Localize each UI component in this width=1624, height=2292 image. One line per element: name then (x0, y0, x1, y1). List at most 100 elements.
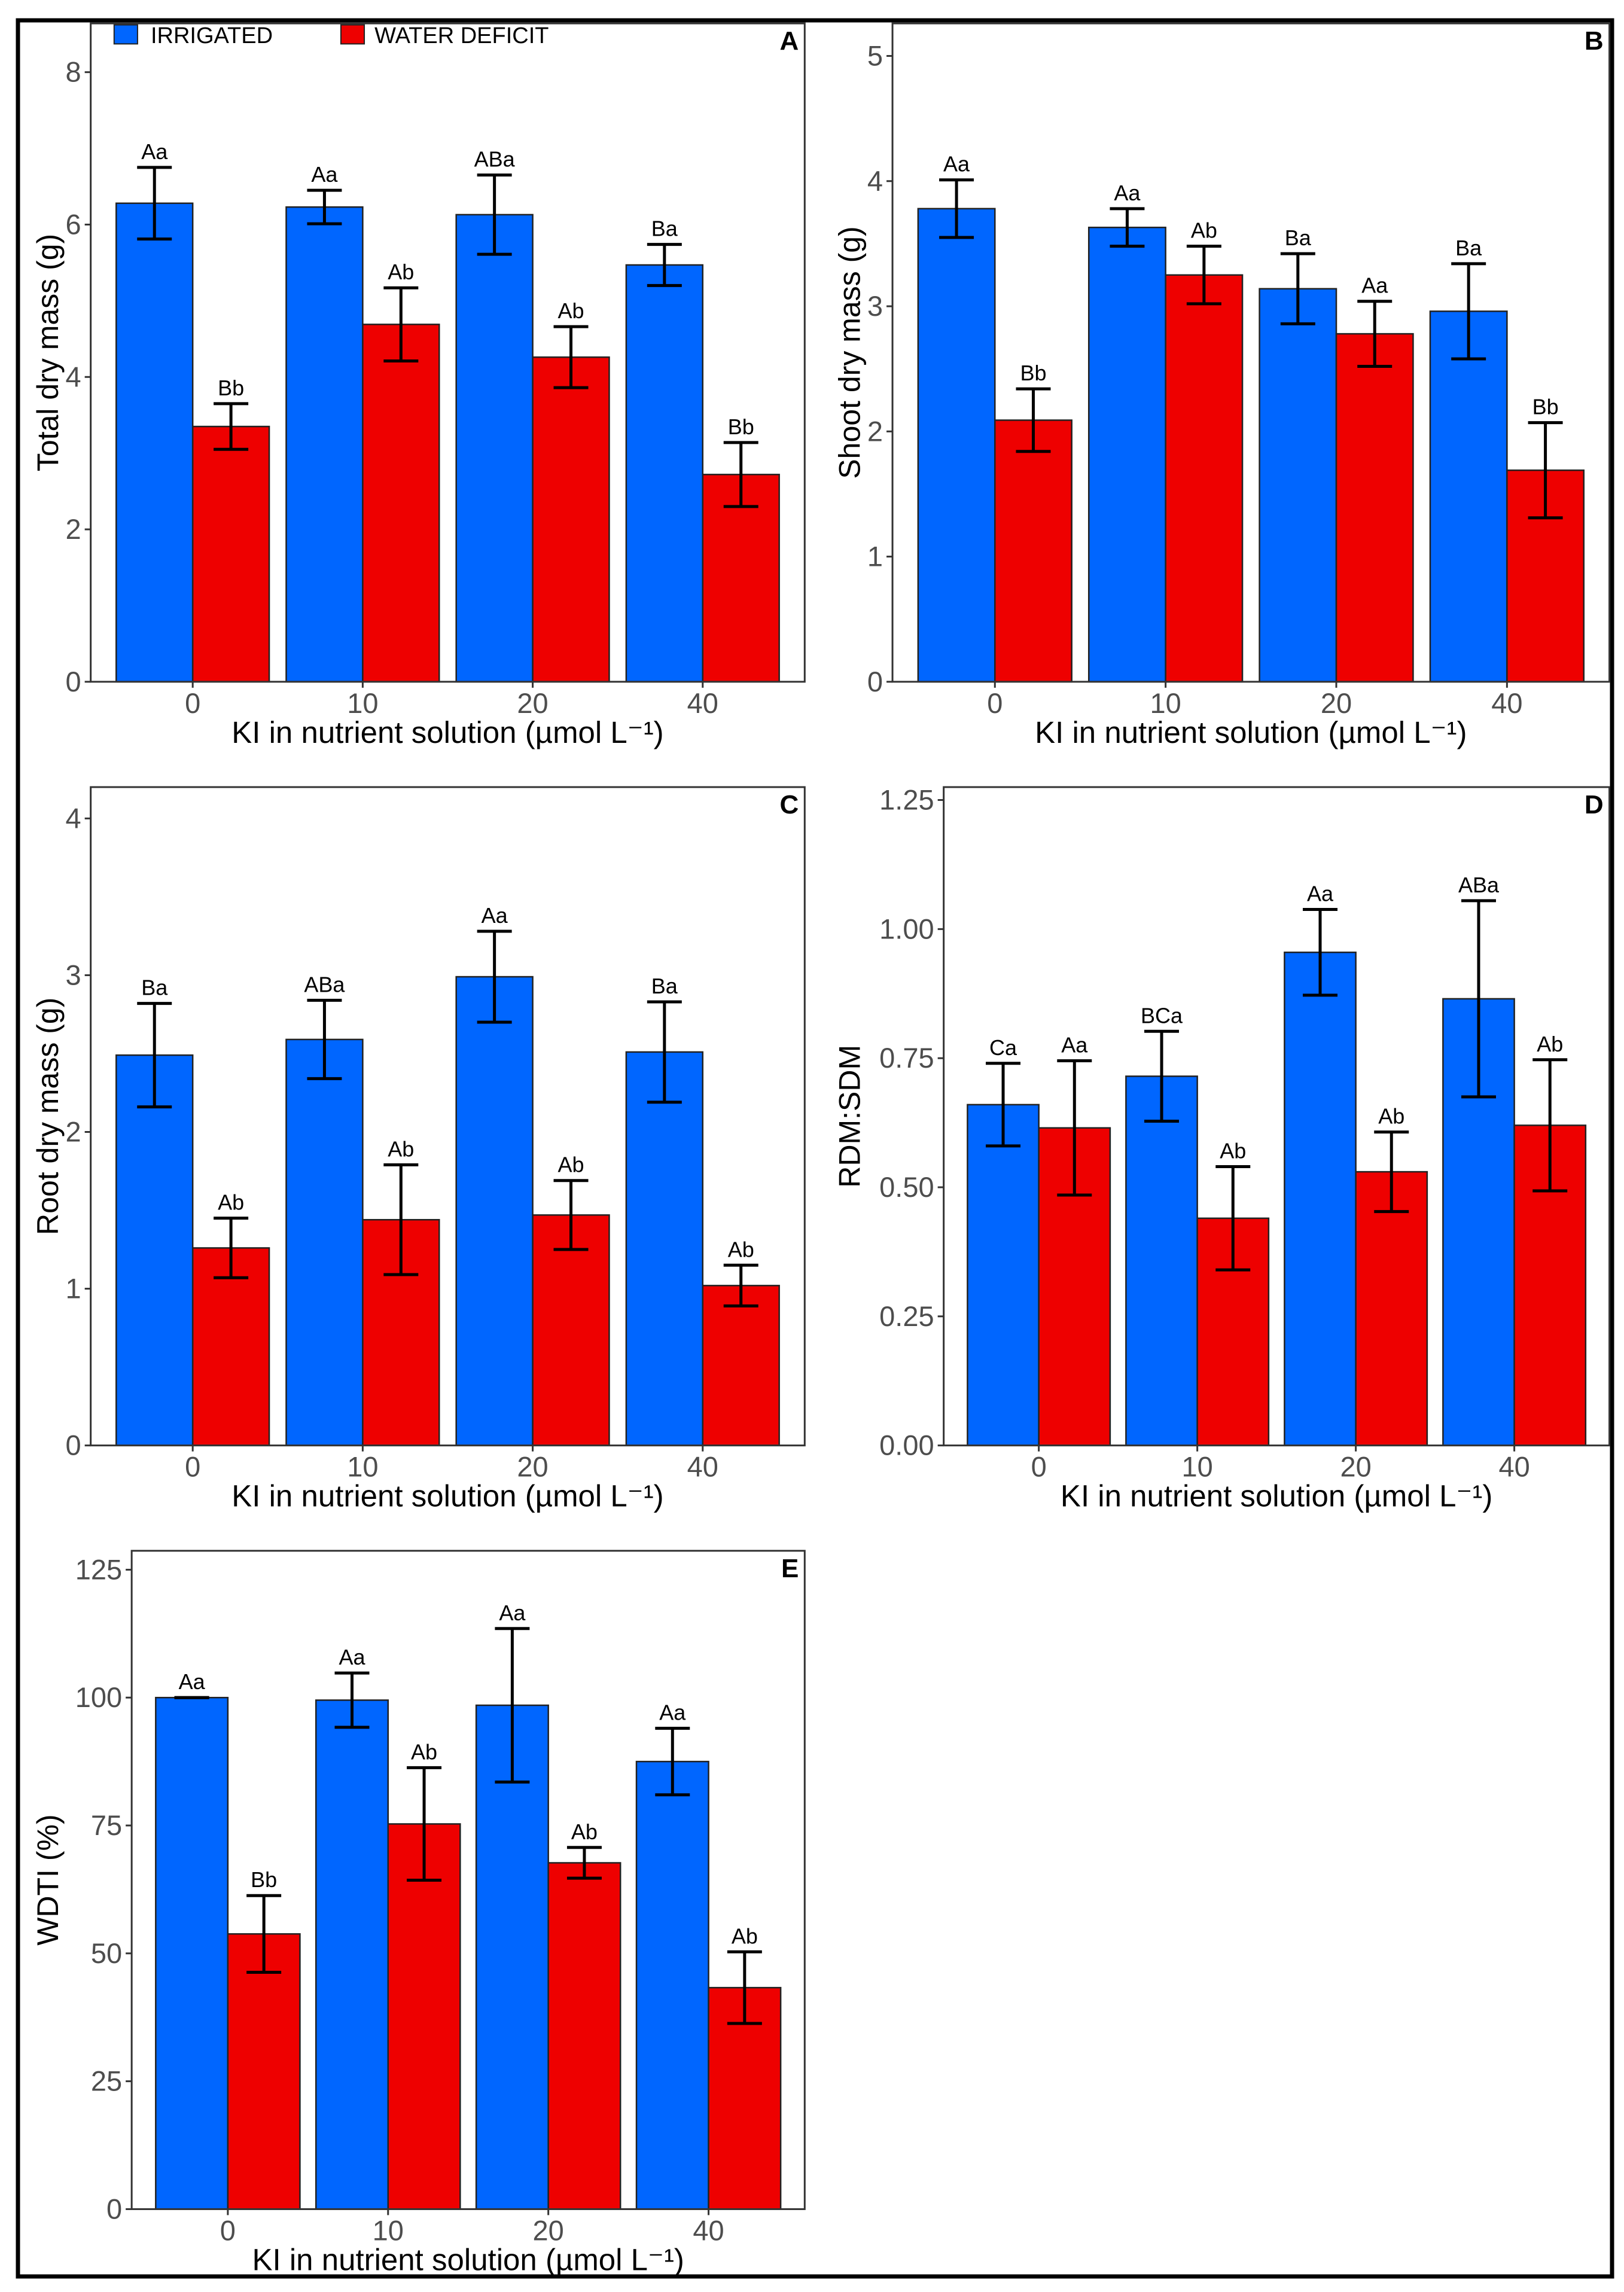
y-tick-label: 0 (106, 2193, 122, 2224)
y-tick-label: 100 (75, 1681, 122, 1713)
panel-c: Ba Ab 0 ABa Ab 10 Aa Ab 20 Ba Ab 40 0 1 2 3 4 C KI in nutr… (31, 786, 806, 1513)
bar-water-deficit (191, 425, 270, 683)
y-tick-label: 0 (867, 666, 883, 697)
y-tick-label: 5 (867, 40, 883, 72)
y-tick-label: 1.25 (879, 784, 934, 816)
legend: IRRIGATED WATER DEFICIT (113, 23, 549, 48)
significance-label: Bb (1532, 395, 1559, 419)
y-tick-label: 50 (91, 1937, 122, 1969)
x-tick-label: 20 (533, 2214, 564, 2246)
significance-label: ABa (304, 972, 345, 996)
x-tick-label: 40 (693, 2214, 724, 2246)
x-tick-label: 10 (373, 2214, 404, 2246)
x-tick-label: 20 (517, 1451, 548, 1483)
x-axis-title: KI in nutrient solution (µmol L⁻¹) (231, 1479, 663, 1513)
significance-label: Ab (411, 1739, 437, 1764)
plot-frame (130, 1550, 806, 2210)
x-tick-label: 10 (347, 1451, 378, 1483)
x-tick-label: 0 (220, 2214, 236, 2246)
legend-swatch-irrigated (113, 24, 138, 45)
y-tick-label: 6 (66, 208, 81, 240)
y-axis-title: Total dry mass (g) (31, 234, 65, 471)
bar-irrigated (625, 264, 704, 683)
y-axis-title: Shoot dry mass (g) (833, 226, 867, 478)
x-tick-label: 10 (1182, 1451, 1213, 1483)
bar-irrigated (285, 206, 364, 683)
x-tick-label: 0 (185, 1451, 200, 1483)
significance-label: Ba (1285, 225, 1312, 250)
significance-label: Ab (388, 1137, 414, 1162)
significance-label: Ba (651, 974, 678, 998)
significance-label: Aa (499, 1601, 526, 1625)
bar-irrigated (1087, 226, 1166, 683)
bar-irrigated (1125, 1075, 1198, 1446)
bar-irrigated (625, 1051, 704, 1446)
significance-label: Bb (218, 376, 244, 400)
legend-label: IRRIGATED (151, 23, 273, 48)
panel-a: Aa Bb 0 Aa Ab 10 ABa Ab 20 Ba Bb 40 0 2 4 6 8 A KI in nutr… (31, 22, 806, 749)
bar-irrigated (285, 1038, 364, 1446)
bar-irrigated (1429, 310, 1508, 683)
x-tick-label: 0 (1031, 1451, 1047, 1483)
y-tick-label: 1.00 (879, 913, 934, 944)
x-axis-title: KI in nutrient solution (µmol L⁻¹) (1035, 715, 1467, 749)
significance-label: Aa (1307, 882, 1334, 906)
y-tick-label: 8 (66, 56, 81, 88)
y-tick-label: 2 (867, 415, 883, 447)
panel-label: D (1585, 790, 1604, 819)
y-tick-label: 0 (66, 1430, 81, 1461)
significance-label: Ab (218, 1190, 244, 1215)
bar-irrigated (315, 1699, 389, 2210)
x-axis-title: KI in nutrient solution (µmol L⁻¹) (1061, 1479, 1492, 1513)
significance-label: Aa (339, 1645, 365, 1669)
bar-irrigated (635, 1760, 709, 2210)
significance-label: Aa (311, 162, 338, 187)
x-tick-label: 0 (185, 687, 200, 719)
legend-swatch-water-deficit (340, 24, 365, 45)
bar-irrigated (115, 1054, 194, 1446)
x-tick-label: 10 (1150, 687, 1181, 719)
panel-e: Aa Bb 0 Aa Ab 10 Aa Ab 20 Aa Ab 40 0 25 50 75 100 125 E KI … (31, 1550, 806, 2276)
significance-label: ABa (1458, 873, 1500, 897)
plot-frame (891, 22, 1611, 683)
y-axis-title: WDTI (%) (31, 1814, 65, 1945)
bar-water-deficit (362, 324, 440, 683)
bar-water-deficit (702, 474, 780, 683)
significance-label: Ab (388, 260, 414, 284)
bar-irrigated (1259, 288, 1337, 683)
bar-water-deficit (994, 419, 1072, 683)
significance-label: Aa (179, 1669, 206, 1694)
y-tick-label: 1 (867, 541, 883, 572)
bar-water-deficit (1165, 274, 1244, 683)
y-tick-label: 2 (66, 513, 81, 545)
bar-irrigated (1284, 951, 1357, 1446)
x-tick-label: 40 (1498, 1451, 1529, 1483)
y-axis-title: Root dry mass (g) (31, 998, 65, 1235)
significance-label: Bb (251, 1867, 277, 1892)
y-tick-label: 0.50 (879, 1171, 934, 1203)
bar-water-deficit (227, 1933, 301, 2210)
panel-d: Ca Aa 0 BCa Ab 10 Aa Ab 20 ABa Ab 40 0.00 0.25 0.50 0.7… (833, 784, 1611, 1513)
y-tick-label: 0.25 (879, 1300, 934, 1332)
significance-label: Ab (571, 1819, 598, 1844)
significance-label: Aa (943, 152, 970, 176)
y-tick-label: 4 (867, 165, 883, 197)
significance-label: Ba (1455, 236, 1482, 260)
plot-frame (943, 786, 1611, 1447)
significance-label: Ab (1537, 1032, 1563, 1056)
x-tick-label: 0 (987, 687, 1003, 719)
y-tick-label: 2 (66, 1116, 81, 1148)
bar-irrigated (455, 214, 534, 683)
x-tick-label: 20 (1321, 687, 1352, 719)
x-tick-label: 20 (1340, 1451, 1371, 1483)
y-tick-label: 3 (66, 959, 81, 990)
bar-irrigated (917, 208, 996, 683)
legend-label: WATER DEFICIT (374, 23, 549, 48)
bar-irrigated (155, 1696, 229, 2210)
x-tick-label: 40 (687, 1451, 718, 1483)
bar-irrigated (115, 202, 194, 683)
y-tick-label: 125 (75, 1553, 122, 1585)
panel-label: B (1585, 26, 1604, 56)
